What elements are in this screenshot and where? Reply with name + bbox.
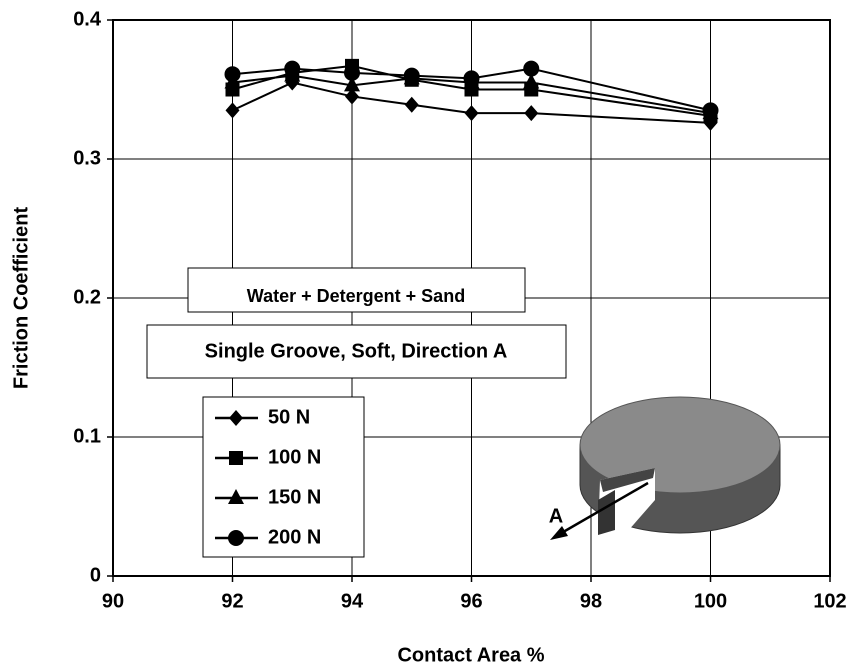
data-point bbox=[464, 105, 479, 122]
data-point bbox=[344, 64, 360, 81]
y-tick-label: 0.3 bbox=[73, 147, 101, 169]
x-tick-label: 92 bbox=[221, 590, 243, 612]
y-tick-label: 0.4 bbox=[73, 8, 102, 30]
legend-label: 100 N bbox=[268, 446, 321, 468]
legend-marker bbox=[228, 530, 244, 546]
y-tick-label: 0 bbox=[90, 564, 101, 586]
data-point bbox=[702, 102, 719, 119]
x-tick-label: 94 bbox=[341, 590, 364, 612]
x-axis-label: Contact Area % bbox=[397, 644, 544, 666]
x-tick-label: 100 bbox=[694, 590, 727, 612]
data-point bbox=[403, 67, 420, 84]
plot bbox=[224, 58, 719, 131]
data-point bbox=[523, 60, 540, 77]
data-point bbox=[344, 76, 360, 92]
plot-frame bbox=[112, 19, 831, 577]
data-point bbox=[284, 60, 301, 77]
y-tick-label: 0.1 bbox=[73, 425, 101, 447]
legend bbox=[202, 396, 365, 558]
annotation: A bbox=[549, 505, 563, 527]
x-tick-label: 90 bbox=[102, 590, 124, 612]
annotation: Single Groove, Soft, Direction A bbox=[205, 340, 508, 362]
annotation: Water + Detergent + Sand bbox=[247, 286, 465, 306]
data-point bbox=[224, 66, 241, 83]
disk-illustration bbox=[550, 396, 781, 540]
data-point bbox=[463, 70, 480, 87]
y-tick-label: 0.2 bbox=[73, 286, 101, 308]
legend-entries: 50 N 100 N 150 N 200 N bbox=[215, 406, 321, 548]
legend-label: 150 N bbox=[268, 486, 321, 508]
legend-label: 50 N bbox=[268, 406, 310, 428]
x-tick-label: 96 bbox=[460, 590, 482, 612]
annotation-box bbox=[187, 267, 526, 313]
data-point bbox=[524, 105, 539, 122]
x-tick-label: 98 bbox=[580, 590, 602, 612]
data-point bbox=[225, 102, 240, 119]
data-point bbox=[404, 96, 419, 113]
y-axis-label: Friction Coefficient bbox=[10, 207, 32, 390]
legend-label: 200 N bbox=[268, 526, 321, 548]
data-point bbox=[345, 88, 359, 105]
legend-marker bbox=[229, 451, 243, 465]
annotation-box bbox=[146, 324, 567, 379]
x-tick-label: 102 bbox=[813, 590, 846, 612]
data-point bbox=[523, 73, 540, 89]
legend-marker bbox=[229, 410, 243, 426]
legend-marker bbox=[228, 489, 244, 504]
